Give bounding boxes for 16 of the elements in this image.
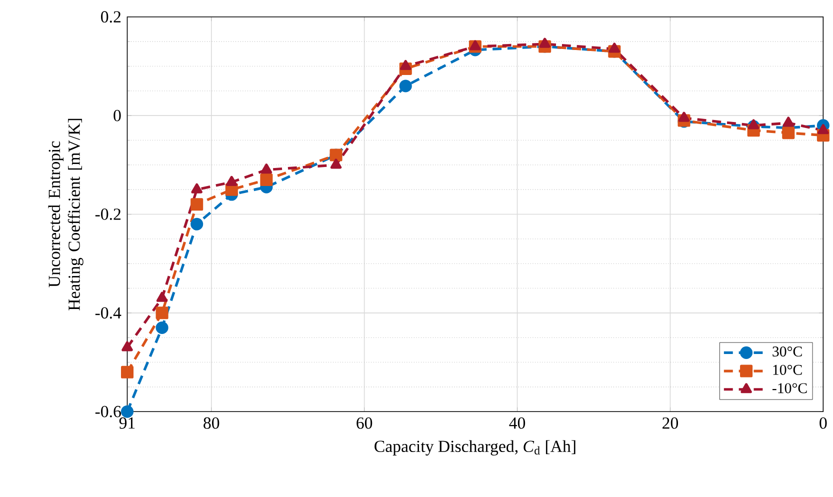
x-tick-label: 40 <box>509 417 526 429</box>
y-tick-label: -0.2 <box>95 208 121 220</box>
legend-label: -10°C <box>772 383 807 394</box>
x-axis-title: Capacity Discharged, C$_{d}$ [Ah] <box>374 440 576 456</box>
x-tick-label: 20 <box>662 417 678 429</box>
legend-label: 30°C <box>772 346 802 356</box>
y-tick-label: -0.6 <box>95 406 121 418</box>
y-tick-label: 0.2 <box>101 11 121 23</box>
x-tick-label: 60 <box>356 417 372 429</box>
y-tick-label: -0.4 <box>95 307 122 319</box>
legend-label: 10°C <box>773 364 802 375</box>
x-tick-label: 91 <box>119 417 135 429</box>
y-axis-title: Uncorrected Entropic Heating Coefficient [mV/K] <box>48 118 84 310</box>
y-tick-label: 0 <box>114 110 121 122</box>
x-tick-label: 0 <box>820 417 827 429</box>
x-tick-label: 80 <box>204 417 220 429</box>
